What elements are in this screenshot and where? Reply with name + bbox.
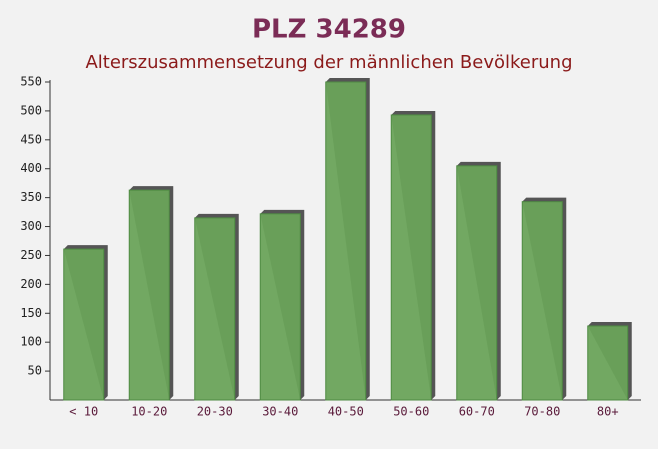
chart-subtitle: Alterszusammensetzung der männlichen Bev…: [85, 52, 572, 73]
y-tick-label: 150: [20, 306, 42, 320]
x-tick-label: 40-50: [328, 405, 364, 419]
bar: [259, 213, 301, 401]
bar: [587, 325, 629, 401]
y-tick-label: 350: [20, 190, 42, 204]
x-tick-label: 50-60: [393, 405, 429, 419]
x-tick-label: 20-30: [197, 405, 233, 419]
y-tick-label: 500: [20, 103, 42, 117]
y-tick-label: 250: [20, 248, 42, 262]
y-tick-label: 50: [28, 364, 42, 378]
bar: [325, 81, 367, 401]
y-tick-label: 300: [20, 219, 42, 233]
x-tick-label: 60-70: [459, 405, 495, 419]
bar: [194, 217, 236, 401]
x-tick-label: 70-80: [524, 405, 560, 419]
y-tick-label: 550: [20, 75, 42, 89]
bar: [128, 189, 170, 401]
y-tick-label: 450: [20, 132, 42, 146]
x-tick-label: 10-20: [131, 405, 167, 419]
x-tick-label: 80+: [597, 405, 619, 419]
y-tick-label: 400: [20, 161, 42, 175]
y-tick-label: 200: [20, 277, 42, 291]
bar: [390, 114, 432, 401]
bar: [63, 248, 105, 401]
x-tick-label: < 10: [69, 405, 98, 419]
bar: [521, 201, 563, 401]
y-tick-label: 100: [20, 335, 42, 349]
chart-title: PLZ 34289: [252, 15, 406, 45]
x-tick-label: 30-40: [262, 405, 298, 419]
bar: [456, 165, 498, 401]
